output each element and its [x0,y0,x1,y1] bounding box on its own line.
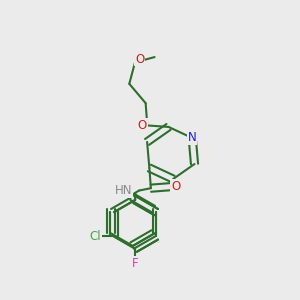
Text: N: N [188,131,197,145]
Text: HN: HN [115,184,132,197]
Text: O: O [171,180,180,193]
Text: Cl: Cl [89,230,101,243]
Text: F: F [132,257,139,270]
Text: O: O [135,52,144,66]
Text: O: O [138,119,147,132]
